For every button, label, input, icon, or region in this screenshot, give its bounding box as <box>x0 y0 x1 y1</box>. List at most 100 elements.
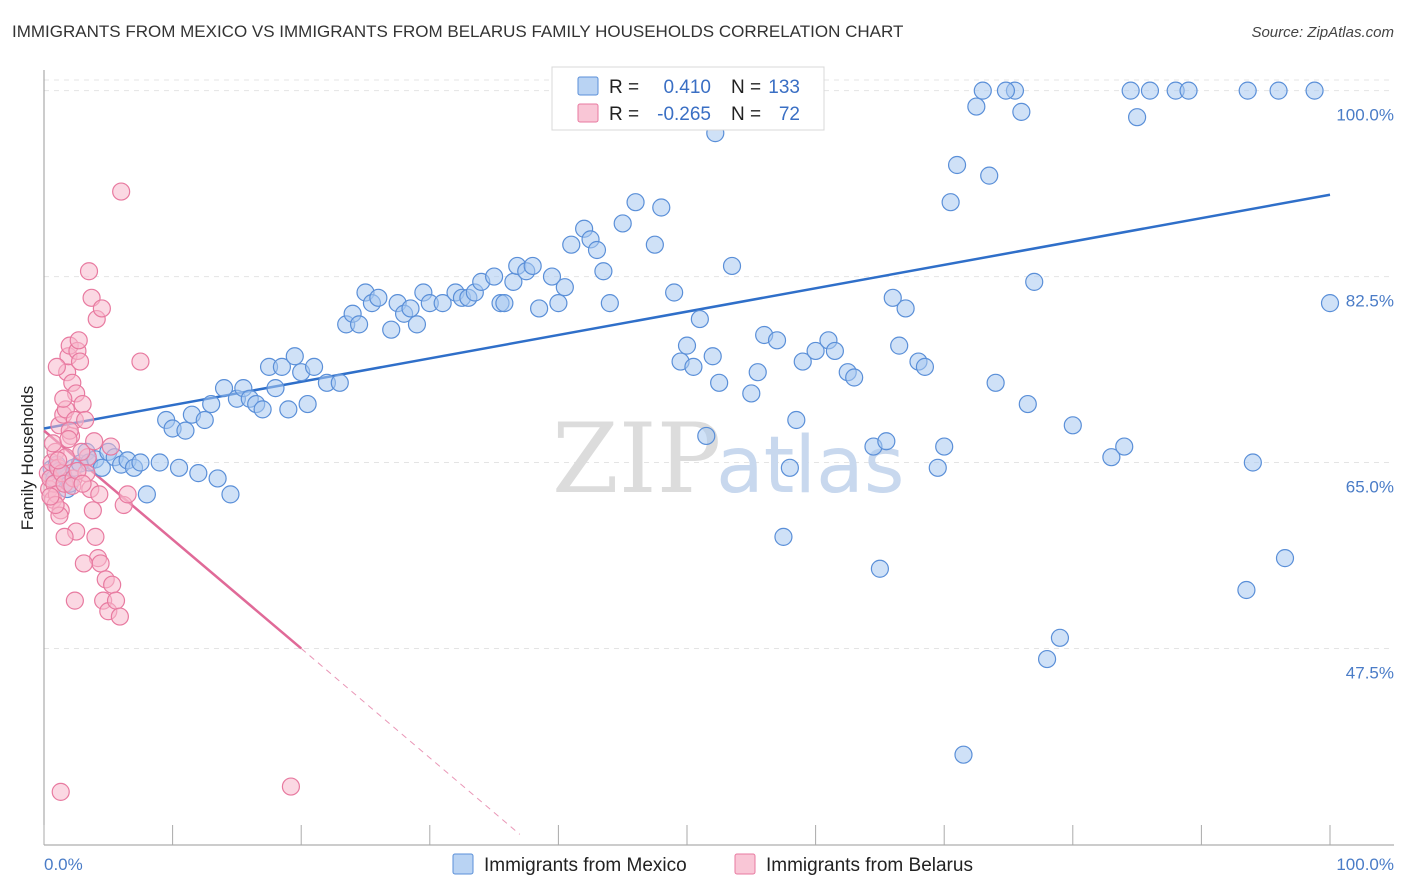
data-point <box>1237 580 1256 600</box>
data-point <box>523 256 542 276</box>
data-point <box>74 554 93 573</box>
data-point <box>195 410 214 430</box>
data-point <box>722 256 742 276</box>
trend-line <box>43 193 1331 430</box>
data-point <box>710 373 729 392</box>
data-point <box>86 527 105 546</box>
data-point <box>202 394 221 414</box>
legend-r-label-belarus: R = <box>609 104 639 125</box>
bottom-legend-label-mexico: Immigrants from Mexico <box>484 855 687 876</box>
data-point <box>530 299 549 318</box>
data-point <box>407 315 427 334</box>
data-point <box>1012 102 1031 121</box>
legend-box: R = 0.410 N = 133 R = -0.265 N = 72 <box>551 66 825 131</box>
data-point <box>935 437 954 456</box>
series-belarus-points <box>38 182 301 801</box>
data-point <box>65 591 84 610</box>
data-point <box>1179 81 1198 100</box>
x-tick-label-max: 100.0% <box>1336 855 1394 874</box>
data-point <box>92 299 111 318</box>
data-point <box>176 421 195 440</box>
x-ticks <box>43 825 1331 845</box>
data-point <box>1102 448 1121 467</box>
data-point <box>495 294 514 313</box>
bottom-legend: Immigrants from Mexico Immigrants from B… <box>452 853 973 876</box>
watermark-zip: ZIP <box>552 403 721 515</box>
data-point <box>433 294 452 313</box>
data-point <box>91 554 110 573</box>
data-point <box>896 299 915 318</box>
data-point <box>83 501 102 520</box>
data-point <box>59 430 78 449</box>
data-point <box>1320 294 1340 313</box>
data-point <box>1238 81 1257 100</box>
data-point <box>369 288 388 307</box>
trend-line-extension <box>300 648 521 835</box>
data-point <box>555 278 574 297</box>
data-point <box>150 453 169 472</box>
data-point <box>41 487 60 506</box>
legend-swatch-belarus <box>577 103 599 123</box>
data-point <box>665 283 684 302</box>
y-tick-label: 100.0% <box>1336 106 1394 125</box>
data-point <box>279 400 298 419</box>
data-point <box>253 400 272 419</box>
data-point <box>103 575 122 594</box>
legend-r-value-belarus: -0.265 <box>657 104 711 125</box>
data-point <box>51 782 70 801</box>
y-tick-label: 65.0% <box>1346 478 1394 497</box>
data-point <box>677 336 697 355</box>
data-point <box>806 341 825 361</box>
data-point <box>101 437 120 456</box>
data-point <box>69 331 88 350</box>
data-point <box>189 464 208 483</box>
data-point <box>870 559 890 578</box>
y-tick-labels: 47.5% 65.0% 82.5% 100.0% <box>1336 106 1394 683</box>
legend-n-label-belarus: N = <box>731 104 761 125</box>
data-point <box>70 352 90 371</box>
data-point <box>49 451 68 470</box>
data-point <box>112 182 131 201</box>
data-point <box>690 309 709 329</box>
data-point <box>973 81 992 100</box>
data-point <box>967 97 986 116</box>
data-point <box>587 240 607 260</box>
data-point <box>272 357 292 376</box>
data-point <box>877 432 896 451</box>
data-point <box>304 357 324 376</box>
data-point <box>110 607 129 626</box>
axes <box>43 70 1394 846</box>
data-point <box>208 469 227 488</box>
legend-n-value-mexico: 133 <box>768 77 800 98</box>
y-tick-label: 82.5% <box>1346 292 1394 311</box>
data-point <box>55 527 74 546</box>
data-point <box>1127 108 1147 127</box>
legend-r-label-mexico: R = <box>609 77 639 98</box>
source-label: Source: ZipAtlas.com <box>1251 24 1394 41</box>
bottom-legend-swatch-mexico <box>452 853 474 875</box>
data-point <box>825 341 844 361</box>
legend-r-value-mexico: 0.410 <box>663 77 711 98</box>
data-point <box>947 155 967 175</box>
data-point <box>349 315 369 334</box>
data-point <box>1037 649 1057 669</box>
data-point <box>652 198 671 217</box>
data-point <box>1243 453 1262 472</box>
data-point <box>131 453 150 472</box>
data-point <box>986 373 1005 392</box>
data-point <box>131 352 150 371</box>
data-point <box>47 357 66 376</box>
bottom-legend-swatch-belarus <box>734 853 756 875</box>
data-point <box>941 193 960 212</box>
data-point <box>382 320 401 339</box>
data-point <box>401 299 420 318</box>
data-point <box>298 394 317 414</box>
data-point <box>169 458 189 477</box>
data-point <box>742 384 761 403</box>
data-point <box>767 331 787 350</box>
data-point <box>1063 416 1082 435</box>
data-point <box>787 410 806 430</box>
legend-swatch-mexico <box>577 76 599 96</box>
data-point <box>915 357 935 376</box>
